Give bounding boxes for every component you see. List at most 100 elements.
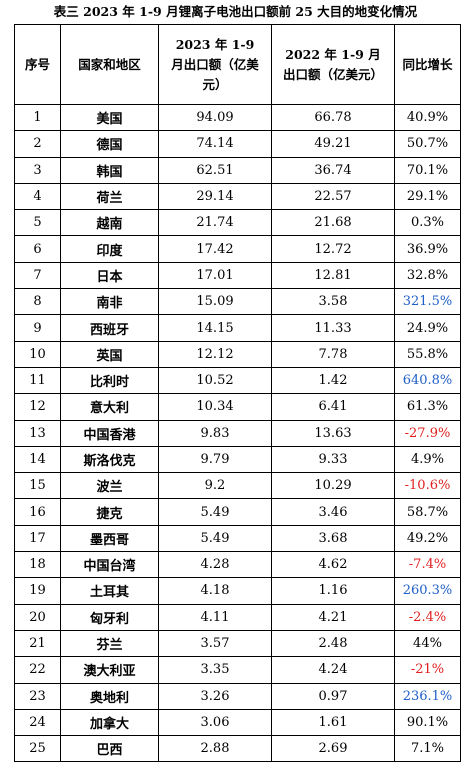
- table-row: 25 巴西 2.88 2.69 7.1%: [14, 735, 461, 763]
- country-cell: 德国: [60, 130, 159, 158]
- value-2022-cell: 7.78: [271, 340, 395, 368]
- value-2022-cell: 12.72: [271, 235, 395, 263]
- yoy-cell: 7.1%: [394, 735, 461, 763]
- value-2022-cell: 0.97: [271, 682, 395, 710]
- seq-cell: 23: [14, 682, 61, 710]
- value-2023-cell: 17.42: [158, 235, 272, 263]
- value-2023-cell: 2.88: [158, 735, 272, 763]
- yoy-cell: 61.3%: [394, 393, 461, 421]
- country-cell: 意大利: [60, 393, 159, 421]
- yoy-cell: 55.8%: [394, 340, 461, 368]
- value-2022-cell: 3.58: [271, 288, 395, 316]
- seq-cell: 11: [14, 366, 61, 395]
- table-row: 13 中国香港 9.83 13.63 -27.9%: [14, 419, 461, 447]
- country-cell: 波兰: [60, 472, 159, 500]
- country-cell: 捷克: [60, 498, 159, 526]
- value-2023-cell: 15.09: [158, 288, 272, 316]
- table-row: 8 南非 15.09 3.58 321.5%: [14, 288, 461, 316]
- seq-cell: 15: [14, 472, 61, 500]
- table-row: 22 澳大利亚 3.35 4.24 -21%: [14, 656, 461, 684]
- yoy-cell: 49.2%: [394, 524, 461, 553]
- value-2023-cell: 29.14: [158, 182, 272, 211]
- table-row: 11 比利时 10.52 1.42 640.8%: [14, 366, 461, 395]
- value-2022-cell: 66.78: [271, 103, 395, 132]
- seq-cell: 16: [14, 498, 61, 526]
- header-yoy: 同比增长: [394, 24, 461, 105]
- table-row: 2 德国 74.14 49.21 50.7%: [14, 130, 461, 158]
- header-2023: 2023 年 1-9 月出口额（亿美元）: [158, 24, 272, 105]
- value-2022-cell: 9.33: [271, 445, 395, 474]
- value-2022-cell: 4.21: [271, 603, 395, 631]
- country-cell: 加拿大: [60, 708, 159, 737]
- value-2023-cell: 3.26: [158, 682, 272, 710]
- seq-cell: 5: [14, 209, 61, 237]
- table-row: 18 中国台湾 4.28 4.62 -7.4%: [14, 551, 461, 579]
- seq-cell: 14: [14, 445, 61, 474]
- value-2023-cell: 4.11: [158, 603, 272, 631]
- country-cell: 英国: [60, 340, 159, 368]
- country-cell: 日本: [60, 261, 159, 290]
- seq-cell: 19: [14, 577, 61, 605]
- value-2023-cell: 12.12: [158, 340, 272, 368]
- yoy-cell: -2.4%: [394, 603, 461, 631]
- yoy-cell: 0.3%: [394, 209, 461, 237]
- header-seq: 序号: [14, 24, 61, 105]
- table-row: 10 英国 12.12 7.78 55.8%: [14, 340, 461, 368]
- seq-cell: 2: [14, 130, 61, 158]
- value-2023-cell: 9.2: [158, 472, 272, 500]
- table-row: 24 加拿大 3.06 1.61 90.1%: [14, 708, 461, 737]
- yoy-cell: 321.5%: [394, 288, 461, 316]
- country-cell: 印度: [60, 235, 159, 263]
- yoy-cell: 90.1%: [394, 708, 461, 737]
- value-2022-cell: 10.29: [271, 472, 395, 500]
- yoy-cell: -27.9%: [394, 419, 461, 447]
- seq-cell: 13: [14, 419, 61, 447]
- value-2023-cell: 3.06: [158, 708, 272, 737]
- country-cell: 巴西: [60, 735, 159, 763]
- value-2023-cell: 5.49: [158, 524, 272, 553]
- table-row: 17 墨西哥 5.49 3.68 49.2%: [14, 524, 461, 553]
- value-2022-cell: 1.16: [271, 577, 395, 605]
- seq-cell: 21: [14, 629, 61, 658]
- seq-cell: 24: [14, 708, 61, 737]
- value-2022-cell: 22.57: [271, 182, 395, 211]
- country-cell: 中国台湾: [60, 551, 159, 579]
- value-2022-cell: 1.61: [271, 708, 395, 737]
- seq-cell: 7: [14, 261, 61, 290]
- country-cell: 南非: [60, 288, 159, 316]
- country-cell: 西班牙: [60, 314, 159, 342]
- table-row: 20 匈牙利 4.11 4.21 -2.4%: [14, 603, 461, 631]
- table-row: 23 奥地利 3.26 0.97 236.1%: [14, 682, 461, 710]
- yoy-cell: 36.9%: [394, 235, 461, 263]
- table-row: 15 波兰 9.2 10.29 -10.6%: [14, 472, 461, 500]
- country-cell: 越南: [60, 209, 159, 237]
- country-cell: 墨西哥: [60, 524, 159, 553]
- value-2023-cell: 9.79: [158, 445, 272, 474]
- yoy-cell: 260.3%: [394, 577, 461, 605]
- table-title: 表三 2023 年 1-9 月锂离子电池出口额前 25 大目的地变化情况: [53, 4, 418, 19]
- seq-cell: 1: [14, 103, 61, 132]
- value-2022-cell: 1.42: [271, 366, 395, 395]
- value-2023-cell: 9.83: [158, 419, 272, 447]
- yoy-cell: 29.1%: [394, 182, 461, 211]
- yoy-cell: -21%: [394, 656, 461, 684]
- header-row: 序号 国家和地区 2023 年 1-9 月出口额（亿美元） 2022 年 1-9…: [14, 24, 461, 105]
- table-row: 5 越南 21.74 21.68 0.3%: [14, 209, 461, 237]
- seq-cell: 10: [14, 340, 61, 368]
- yoy-cell: 70.1%: [394, 156, 461, 184]
- value-2023-cell: 3.57: [158, 629, 272, 658]
- value-2023-cell: 10.52: [158, 366, 272, 395]
- seq-cell: 17: [14, 524, 61, 553]
- value-2023-cell: 62.51: [158, 156, 272, 184]
- value-2022-cell: 49.21: [271, 130, 395, 158]
- seq-cell: 3: [14, 156, 61, 184]
- value-2023-cell: 4.18: [158, 577, 272, 605]
- yoy-cell: 24.9%: [394, 314, 461, 342]
- table-row: 19 土耳其 4.18 1.16 260.3%: [14, 577, 461, 605]
- country-cell: 中国香港: [60, 419, 159, 447]
- table-body: 1 美国 94.09 66.78 40.9% 2 德国 74.14 49.21 50.7% 3 韩国 6…: [14, 103, 461, 763]
- value-2023-cell: 94.09: [158, 103, 272, 132]
- country-cell: 比利时: [60, 366, 159, 395]
- value-2022-cell: 3.68: [271, 524, 395, 553]
- yoy-cell: 32.8%: [394, 261, 461, 290]
